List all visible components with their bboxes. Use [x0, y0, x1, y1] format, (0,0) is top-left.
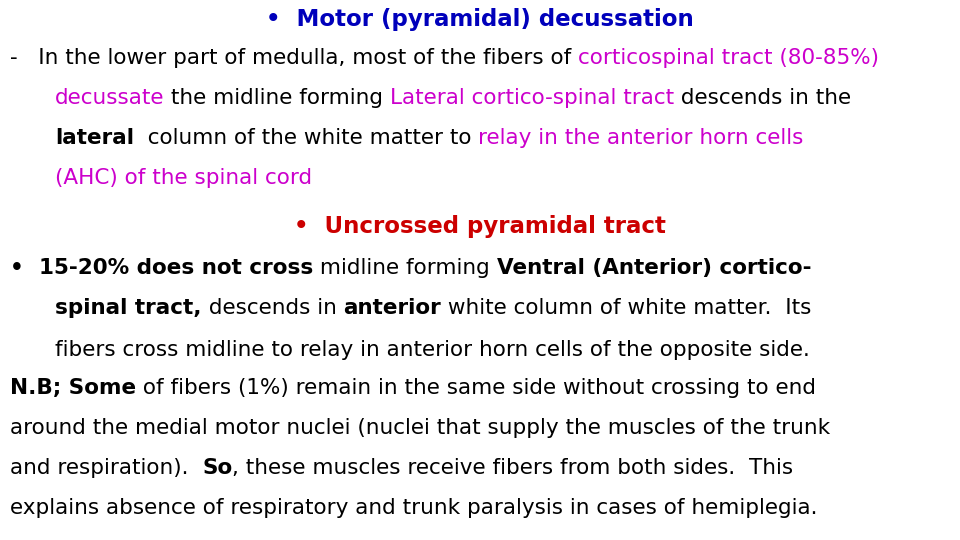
Text: explains absence of respiratory and trunk paralysis in cases of hemiplegia.: explains absence of respiratory and trun… [10, 498, 818, 518]
Text: •  Uncrossed pyramidal tract: • Uncrossed pyramidal tract [294, 215, 666, 238]
Text: •: • [10, 258, 38, 278]
Text: relay in the anterior horn cells: relay in the anterior horn cells [478, 128, 804, 148]
Text: 15-20% does not cross: 15-20% does not cross [38, 258, 313, 278]
Text: N.B; Some: N.B; Some [10, 378, 136, 398]
Text: (AHC) of the spinal cord: (AHC) of the spinal cord [55, 168, 312, 188]
Text: So: So [203, 458, 232, 478]
Text: spinal tract,: spinal tract, [55, 298, 202, 318]
Text: midline forming: midline forming [313, 258, 496, 278]
Text: of fibers (1%) remain in the same side without crossing to end: of fibers (1%) remain in the same side w… [136, 378, 816, 398]
Text: fibers cross midline to relay in anterior horn cells of the opposite side.: fibers cross midline to relay in anterio… [55, 340, 810, 360]
Text: Ventral (Anterior) cortico-: Ventral (Anterior) cortico- [496, 258, 811, 278]
Text: descends in: descends in [202, 298, 344, 318]
Text: anterior: anterior [344, 298, 441, 318]
Text: decussate: decussate [55, 88, 164, 108]
Text: lateral: lateral [55, 128, 134, 148]
Text: descends in the: descends in the [675, 88, 852, 108]
Text: corticospinal tract (80-85%): corticospinal tract (80-85%) [578, 48, 879, 68]
Text: column of the white matter to: column of the white matter to [134, 128, 478, 148]
Text: , these muscles receive fibers from both sides.  This: , these muscles receive fibers from both… [232, 458, 794, 478]
Text: •  Motor (pyramidal) decussation: • Motor (pyramidal) decussation [266, 8, 694, 31]
Text: the midline forming: the midline forming [164, 88, 391, 108]
Text: around the medial motor nuclei (nuclei that supply the muscles of the trunk: around the medial motor nuclei (nuclei t… [10, 418, 830, 438]
Text: Lateral cortico-spinal tract: Lateral cortico-spinal tract [391, 88, 675, 108]
Text: white column of white matter.  Its: white column of white matter. Its [441, 298, 811, 318]
Text: -   In the lower part of medulla, most of the fibers of: - In the lower part of medulla, most of … [10, 48, 578, 68]
Text: and respiration).: and respiration). [10, 458, 203, 478]
